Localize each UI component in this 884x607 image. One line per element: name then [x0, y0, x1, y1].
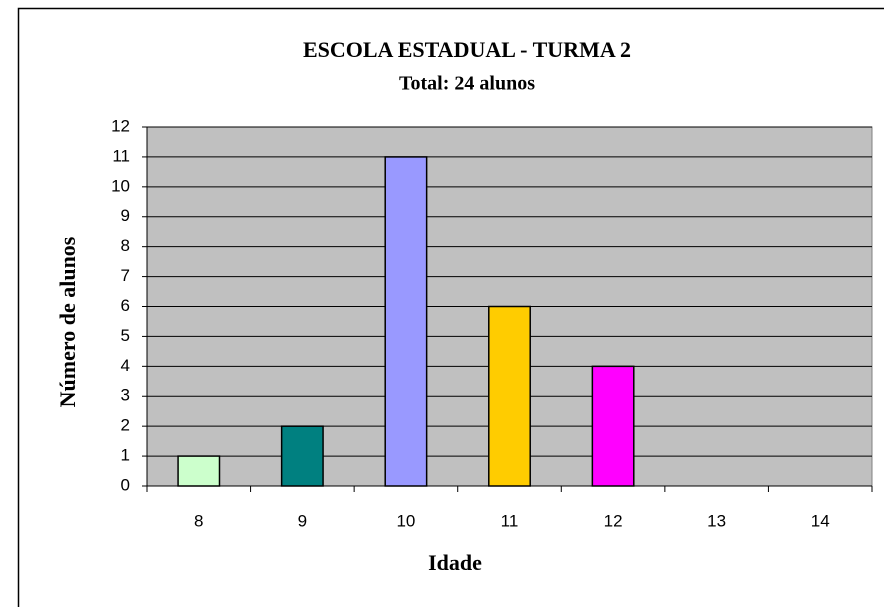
bar	[384, 156, 428, 487]
y-tick-label: 2	[121, 416, 130, 435]
y-tick-label: 5	[121, 326, 130, 345]
y-tick-label: 11	[112, 146, 130, 165]
bar	[280, 425, 324, 487]
y-axis-label: Número de alunos	[55, 236, 80, 407]
y-tick-label: 4	[121, 356, 130, 375]
y-tick-label: 0	[121, 475, 130, 494]
y-tick-label: 1	[121, 446, 130, 465]
bar	[177, 455, 221, 487]
y-tick-label: 10	[111, 176, 130, 195]
x-tick-label: 8	[194, 511, 203, 530]
bar	[591, 365, 635, 487]
bar	[488, 305, 531, 487]
y-tick-label: 12	[111, 116, 130, 135]
y-tick-label: 6	[121, 296, 130, 315]
y-tick-label: 8	[121, 236, 130, 255]
y-tick-label: 7	[121, 266, 130, 285]
x-tick-label: 14	[811, 511, 830, 530]
x-tick-label: 9	[298, 511, 307, 530]
x-tick-label: 10	[396, 511, 415, 530]
x-tick-label: 13	[707, 511, 726, 530]
x-axis-label: Idade	[428, 550, 482, 575]
y-tick-label: 9	[121, 206, 130, 225]
x-tick-label: 12	[604, 511, 623, 530]
chart-subtitle: Total: 24 alunos	[399, 73, 535, 95]
chart-title: ESCOLA ESTADUAL - TURMA 2	[303, 37, 631, 62]
x-tick-label: 11	[501, 511, 519, 530]
y-tick-label: 3	[121, 386, 130, 405]
